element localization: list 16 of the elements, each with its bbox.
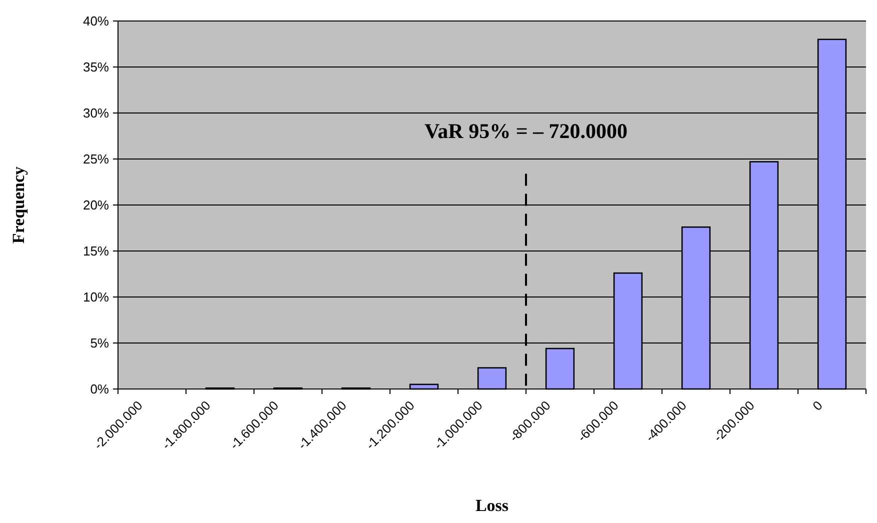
y-tick-label: 0% (90, 382, 110, 397)
bar (545, 348, 575, 390)
y-tick-label: 25% (82, 152, 110, 167)
y-tick-label: 30% (82, 106, 110, 121)
bar (477, 367, 507, 390)
y-tick-label: 15% (82, 244, 110, 259)
bar (409, 384, 439, 390)
x-axis-title: Loss (475, 496, 509, 515)
y-tick-label: 20% (82, 198, 110, 213)
x-tick-label: 0 (810, 398, 826, 414)
y-tick-label: 35% (82, 60, 110, 75)
y-tick-label: 40% (82, 14, 110, 29)
ref-line-label: VaR 95% = – 720.0000 (424, 118, 628, 143)
y-tick-label: 5% (90, 336, 110, 351)
y-axis-title: Frequency (9, 166, 28, 244)
y-tick-label: 10% (82, 290, 110, 305)
